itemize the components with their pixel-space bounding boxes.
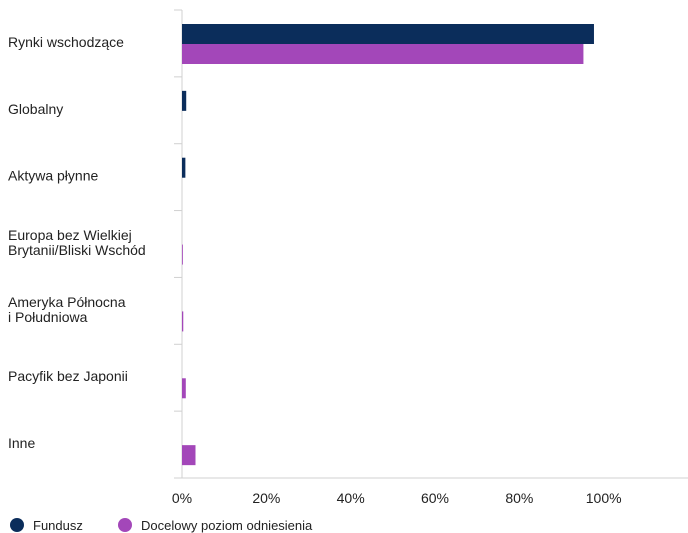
category-label-line: Rynki wschodzące — [8, 34, 124, 50]
category-label: Europa bez Wielkiej Brytanii/Bliski Wschó… — [8, 227, 146, 258]
category-label: Pacyfik bez Japonii — [8, 368, 128, 384]
x-tick-label: 80% — [505, 490, 533, 506]
x-tick-label: 20% — [252, 490, 280, 506]
category-label-line: Brytanii/Bliski Wschód — [8, 242, 146, 258]
category-label-line: Europa bez Wielkiej — [8, 227, 132, 243]
bar-fundusz-2 — [182, 157, 186, 178]
legend-label-fundusz: Fundusz — [33, 518, 83, 533]
bar-benchmark-4 — [182, 311, 184, 332]
x-tick-label: 60% — [421, 490, 449, 506]
category-label-line: Ameryka Północna — [8, 294, 126, 310]
bar-benchmark-0 — [182, 44, 584, 64]
category-label-line: Pacyfik bez Japonii — [8, 368, 128, 384]
chart-bars — [182, 24, 594, 466]
bar-benchmark-5 — [182, 378, 186, 399]
legend-label-benchmark: Docelowy poziom odniesienia — [141, 518, 313, 533]
legend: Fundusz Docelowy poziom odniesienia — [10, 518, 313, 533]
category-labels: Rynki wschodzące Globalny Aktywa płynne Eur… — [8, 34, 146, 451]
category-label: Inne — [8, 435, 35, 451]
x-tick-labels: 0% 20% 40% 60% 80% 100% — [172, 490, 622, 506]
chart-axes — [174, 9, 688, 479]
bar-benchmark-3 — [182, 244, 183, 265]
legend-swatch-benchmark — [118, 518, 132, 532]
category-label-line: Globalny — [8, 101, 63, 117]
bar-benchmark-6 — [182, 445, 196, 466]
legend-swatch-fundusz — [10, 518, 24, 532]
x-tick-label: 40% — [337, 490, 365, 506]
x-tick-label: 100% — [586, 490, 622, 506]
category-label: Rynki wschodzące — [8, 34, 124, 50]
x-tick-label: 0% — [172, 490, 192, 506]
category-label-line: Inne — [8, 435, 35, 451]
category-label-line: i Południowa — [8, 309, 88, 325]
category-label: Globalny — [8, 101, 63, 117]
bar-fundusz-0 — [182, 24, 594, 44]
category-label: Ameryka Północna i Południowa — [8, 294, 126, 325]
category-label: Aktywa płynne — [8, 168, 98, 184]
bar-fundusz-1 — [182, 90, 187, 111]
category-label-line: Aktywa płynne — [8, 168, 98, 184]
